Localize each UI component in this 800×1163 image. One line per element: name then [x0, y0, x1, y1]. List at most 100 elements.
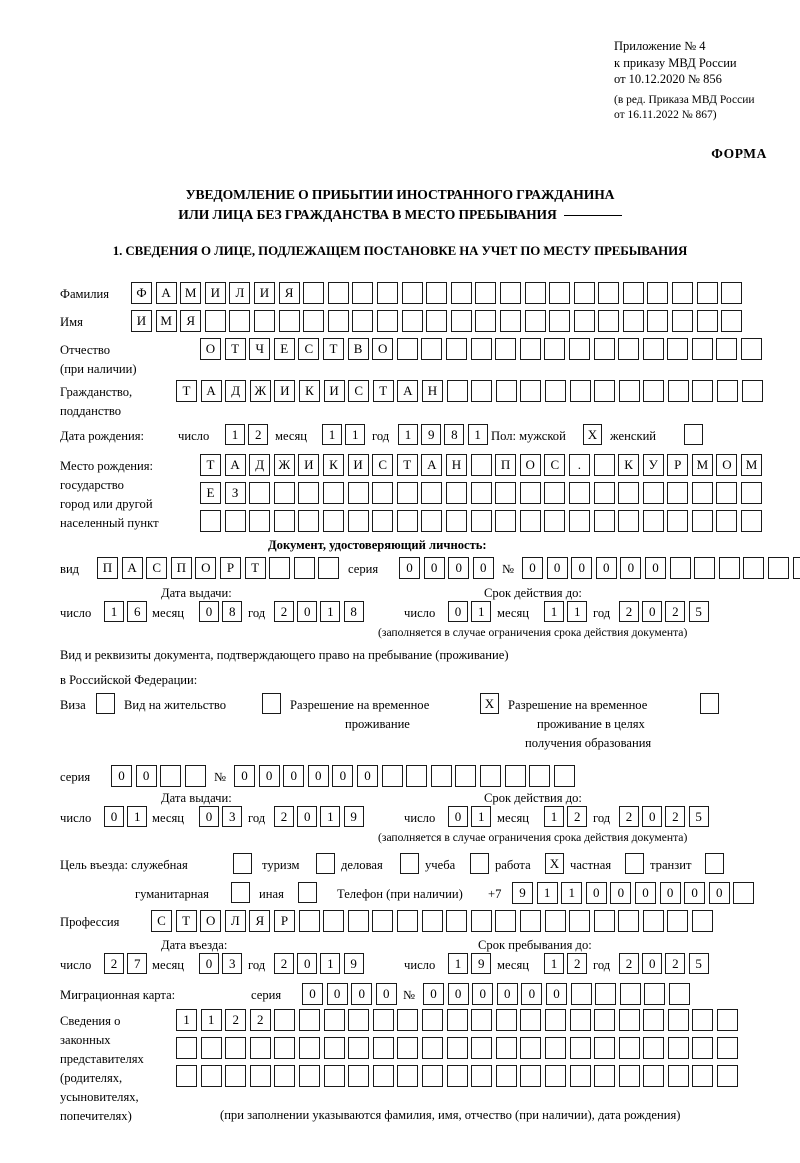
char-cell[interactable]: [667, 510, 689, 532]
char-cell[interactable]: [642, 482, 664, 504]
char-cell[interactable]: [293, 557, 315, 579]
char-cell[interactable]: 0: [708, 882, 730, 904]
char-cell[interactable]: [667, 910, 689, 932]
char-cell[interactable]: [372, 910, 394, 932]
char-cell[interactable]: [618, 482, 640, 504]
char-cell[interactable]: [499, 282, 521, 304]
char-cell[interactable]: 0: [135, 765, 157, 787]
char-cell[interactable]: 5: [688, 953, 709, 974]
char-cell[interactable]: [274, 1065, 296, 1087]
char-cell[interactable]: [401, 282, 423, 304]
char-cell[interactable]: 2: [274, 806, 294, 827]
char-cell[interactable]: [519, 510, 541, 532]
char-cell[interactable]: [348, 1065, 370, 1087]
char-cell[interactable]: 0: [326, 983, 348, 1005]
char-cell[interactable]: 9: [471, 953, 492, 974]
char-cell[interactable]: И: [347, 454, 369, 476]
char-cell[interactable]: 3: [222, 953, 243, 974]
char-cell[interactable]: [544, 1009, 566, 1031]
char-cell[interactable]: Р: [219, 557, 241, 579]
char-cell[interactable]: 7: [127, 953, 148, 974]
char-cell[interactable]: [450, 310, 472, 332]
char-cell[interactable]: .: [568, 454, 590, 476]
char-cell[interactable]: Ф: [131, 282, 152, 304]
char-cell[interactable]: [569, 1065, 591, 1087]
char-cell[interactable]: 0: [610, 882, 632, 904]
char-cell[interactable]: 1: [567, 601, 588, 622]
char-cell[interactable]: [618, 380, 640, 402]
char-cell[interactable]: [618, 338, 640, 360]
char-cell[interactable]: 1: [200, 1009, 222, 1031]
char-cell[interactable]: 0: [199, 806, 219, 827]
char-cell[interactable]: [593, 338, 615, 360]
char-cell[interactable]: [421, 338, 443, 360]
char-cell[interactable]: Я: [180, 310, 202, 332]
char-cell[interactable]: [347, 482, 369, 504]
char-cell[interactable]: [642, 338, 664, 360]
char-cell[interactable]: С: [151, 910, 172, 932]
char-cell[interactable]: [298, 1065, 320, 1087]
char-cell[interactable]: [352, 310, 374, 332]
char-cell[interactable]: [495, 910, 517, 932]
purpose-other-checkbox[interactable]: [298, 882, 317, 903]
char-cell[interactable]: [274, 1037, 296, 1059]
char-cell[interactable]: 8: [222, 601, 243, 622]
char-cell[interactable]: И: [131, 310, 152, 332]
char-cell[interactable]: [593, 454, 615, 476]
char-cell[interactable]: [643, 1037, 665, 1059]
char-cell[interactable]: [573, 310, 595, 332]
char-cell[interactable]: [253, 310, 275, 332]
char-cell[interactable]: [421, 910, 443, 932]
char-cell[interactable]: 2: [619, 601, 639, 622]
char-cell[interactable]: 0: [297, 601, 318, 622]
char-cell[interactable]: [397, 1065, 419, 1087]
char-cell[interactable]: [594, 1037, 616, 1059]
char-cell[interactable]: 0: [302, 983, 323, 1005]
char-cell[interactable]: 9: [343, 953, 364, 974]
char-cell[interactable]: Т: [396, 454, 418, 476]
char-cell[interactable]: [544, 1037, 566, 1059]
char-cell[interactable]: [598, 282, 620, 304]
char-cell[interactable]: [573, 282, 595, 304]
char-cell[interactable]: [717, 1065, 739, 1087]
char-cell[interactable]: [569, 1037, 591, 1059]
char-cell[interactable]: 2: [274, 601, 294, 622]
temp-residence-edu-checkbox[interactable]: [700, 693, 719, 714]
purpose-business-checkbox[interactable]: [400, 853, 419, 874]
char-cell[interactable]: [668, 983, 690, 1005]
char-cell[interactable]: В: [347, 338, 369, 360]
char-cell[interactable]: [421, 1037, 443, 1059]
char-cell[interactable]: [421, 482, 443, 504]
char-cell[interactable]: 1: [544, 806, 564, 827]
char-cell[interactable]: [569, 380, 591, 402]
char-cell[interactable]: 0: [496, 983, 518, 1005]
char-cell[interactable]: О: [195, 557, 217, 579]
visa-checkbox[interactable]: [96, 693, 115, 714]
char-cell[interactable]: 0: [634, 882, 656, 904]
sex-male-checkbox[interactable]: X: [583, 424, 602, 445]
char-cell[interactable]: М: [180, 282, 202, 304]
char-cell[interactable]: М: [155, 310, 177, 332]
char-cell[interactable]: [401, 310, 423, 332]
char-cell[interactable]: П: [170, 557, 192, 579]
char-cell[interactable]: [499, 310, 521, 332]
char-cell[interactable]: [318, 557, 340, 579]
char-cell[interactable]: [721, 310, 743, 332]
char-cell[interactable]: О: [716, 454, 738, 476]
char-cell[interactable]: З: [224, 482, 246, 504]
char-cell[interactable]: Т: [175, 910, 197, 932]
char-cell[interactable]: 0: [659, 882, 681, 904]
char-cell[interactable]: [767, 557, 789, 579]
char-cell[interactable]: 9: [421, 424, 442, 445]
char-cell[interactable]: 1: [467, 424, 488, 445]
char-cell[interactable]: [446, 1009, 468, 1031]
